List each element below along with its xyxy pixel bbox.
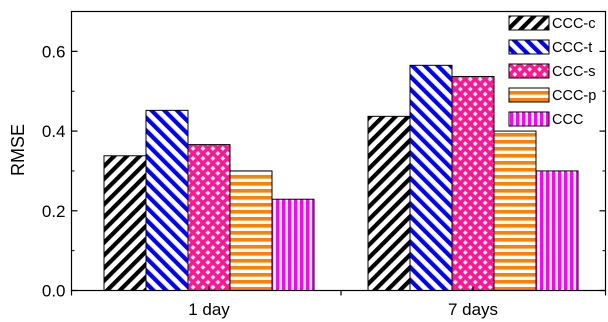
y-tick-label: 0.0 [42,282,66,301]
y-axis-label: RMSE [8,124,28,176]
y-tick-label: 0.2 [42,202,66,221]
bar-ccc-1-day [271,198,315,291]
x-tick-label: 7 days [448,300,498,319]
legend-swatch-ccc-c [508,15,550,31]
legend-swatch-ccc-p [508,87,550,103]
legend-label-ccc-t: CCC-t [552,40,592,56]
bars-layer [103,64,579,292]
y-axis: 0.0 0.2 0.4 0.6 [42,42,606,301]
legend: CCC-c CCC-t CCC-s CCC-p CCC [508,15,596,128]
bar-ccc-c-1-day [103,155,147,291]
bar-ccc-t-1-day [145,109,189,291]
x-tick-label: 1 day [188,300,230,319]
legend-label-ccc-c: CCC-c [552,16,596,32]
plot-frame [70,10,607,292]
bar-ccc-7-days [535,170,579,291]
legend-swatch-ccc-s [508,63,550,79]
bar-ccc-s-1-day [187,144,231,291]
bar-ccc-t-7-days [409,64,453,291]
legend-swatch-ccc-t [508,39,550,55]
legend-label-ccc: CCC [552,112,583,128]
bar-ccc-p-7-days [493,130,537,291]
legend-label-ccc-p: CCC-p [552,88,596,104]
bar-ccc-p-1-day [229,170,273,291]
bar-ccc-c-7-days [367,115,411,292]
x-axis: 1 day 7 days [70,286,607,319]
legend-label-ccc-s: CCC-s [552,64,596,80]
y-tick-label: 0.4 [42,122,66,141]
y-tick-label: 0.6 [42,42,66,61]
bar-ccc-s-7-days [451,75,495,291]
legend-swatch-ccc [508,111,550,127]
